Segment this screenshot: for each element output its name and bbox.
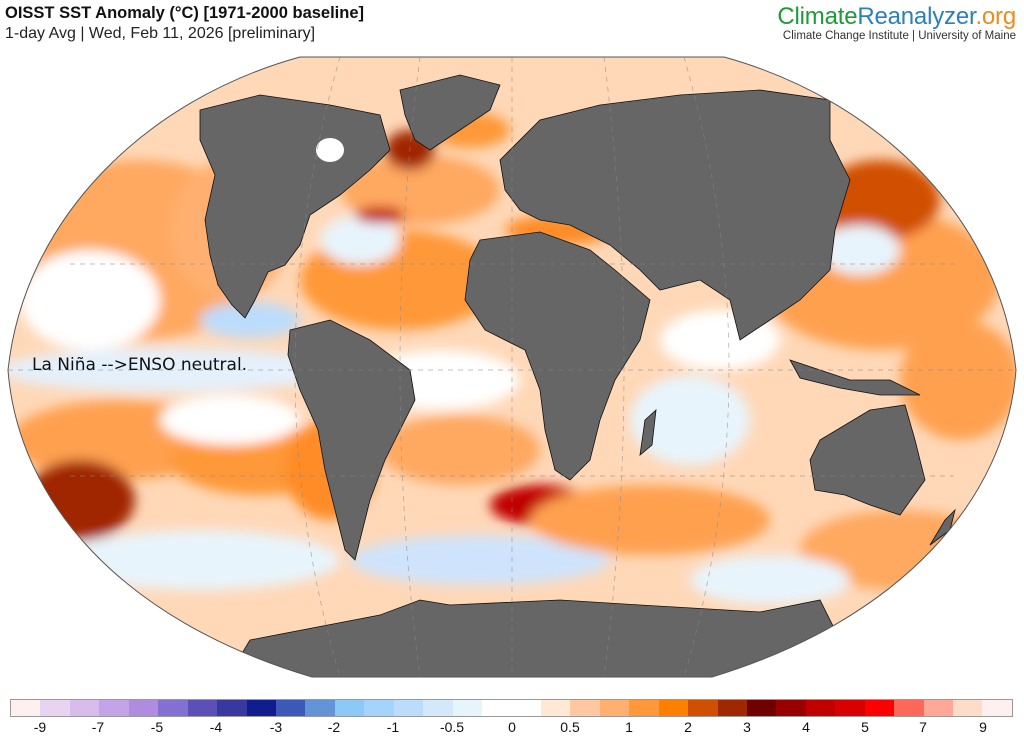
colorbar-swatch [982,700,1012,716]
colorbar-swatch [334,700,365,716]
colorbar-tick-label: 0.5 [560,719,580,735]
colorbar-swatch [364,700,394,716]
colorbar-swatch [217,700,247,716]
colorbar-tick-label: -4 [209,719,223,735]
colorbar-swatch [953,700,983,716]
colorbar-swatch [40,700,70,716]
colorbar-swatch [423,700,453,716]
colorbar-swatch [835,700,865,716]
colorbar-tick-label: -1 [386,719,400,735]
colorbar-swatch [511,700,541,716]
colorbar-swatch [540,700,571,716]
colorbar-swatch [275,700,306,716]
colorbar-tick-label: 2 [684,719,692,735]
colorbar-swatch [776,700,806,716]
colorbar-swatch [599,700,630,716]
colorbar-tick-label: -9 [33,719,47,735]
colorbar-swatch [482,700,512,716]
colorbar-swatch [69,700,100,716]
colorbar-tick-label: 3 [743,719,751,735]
colorbar-ticks: -9 -7 -5 -4 -3 -2 -1 -0.5 0 0.5 1 2 3 4 5 7 9 [0,719,1024,737]
colorbar-swatch [805,700,836,716]
colorbar-tick-label: 0 [508,719,516,735]
colorbar-swatch [658,700,689,716]
colorbar-swatch [688,700,718,716]
colorbar-tick-label: -0.5 [439,719,465,735]
colorbar-swatch [158,700,188,716]
colorbar-swatch [305,700,335,716]
colorbar-swatch [570,700,600,716]
colorbar-tick-label: -7 [91,719,105,735]
colorbar-swatch [99,700,129,716]
colorbar-swatch [746,700,777,716]
colorbar-swatch [11,700,41,716]
colorbar-tick-label: -5 [150,719,164,735]
colorbar-tick-label: -3 [269,719,283,735]
colorbar-swatch [452,700,482,716]
colorbar-swatch [923,700,953,716]
colorbar-tick-label: 4 [802,719,810,735]
colorbar-tick-label: 9 [979,719,987,735]
colorbar-swatch [629,700,659,716]
colorbar-swatch [717,700,747,716]
map-title: OISST SST Anomaly (°C) [1971-2000 baseli… [5,4,365,22]
map-subtitle: 1-day Avg | Wed, Feb 11, 2026 [prelimina… [5,25,316,42]
colorbar-swatch [864,700,895,716]
colorbar-swatch [393,700,424,716]
colorbar-tick-label: -2 [327,719,341,735]
colorbar-swatch [894,700,924,716]
colorbar [10,699,1013,717]
colorbar-swatch [187,700,218,716]
brand-name: ClimateReanalyzer.org [777,3,1016,30]
colorbar-tick-label: 1 [625,719,633,735]
brand-logo[interactable]: ClimateReanalyzer.org Climate Change Ins… [777,3,1016,42]
colorbar-swatch [128,700,159,716]
colorbar-tick-label: 5 [861,719,869,735]
enso-annotation: La Niña -->ENSO neutral. [32,355,248,375]
brand-tagline: Climate Change Institute | University of… [782,30,1016,42]
colorbar-swatch [246,700,276,716]
sst-anomaly-map [0,50,1024,690]
colorbar-tick-label: 7 [919,719,927,735]
